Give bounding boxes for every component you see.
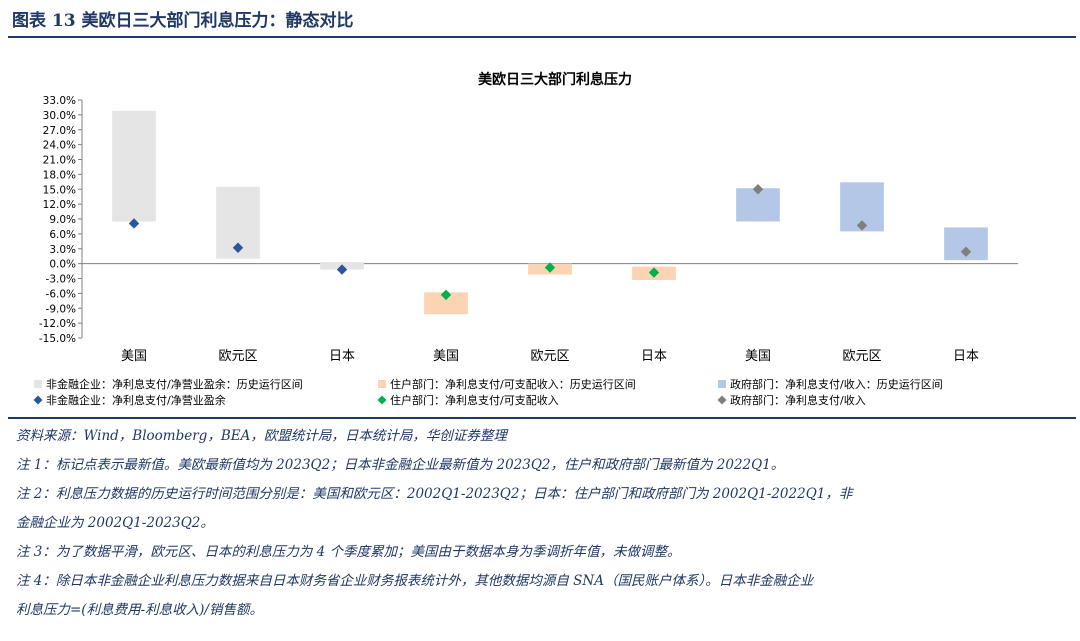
note-1: 注 1：标记点表示最新值。美欧最新值均为 2023Q2；日本非金融企业最新值为 …	[16, 457, 785, 473]
y-tick-label: 27.0%	[43, 125, 76, 137]
legend-label: 非金融企业：净利息支付/净营业盈余：历史运行区间	[46, 377, 303, 391]
chart-area: 美欧日三大部门利息压力 33.0% 30.0% 27.0% 24.0% 21.0% 18.0…	[0, 40, 1080, 415]
note-3: 注 3：为了数据平滑，欧元区、日本的利息压力为 4 个季度累加；美国由于数据本身…	[16, 544, 681, 560]
note-2-line-1: 注 2：利息压力数据的历史运行时间范围分别是：美国和欧元区：2002Q1-202…	[16, 486, 853, 502]
x-category-label: 欧元区	[218, 349, 257, 364]
latest-marker	[336, 264, 348, 275]
latest-marker	[856, 220, 868, 231]
y-tick-label: 0.0%	[49, 259, 76, 271]
y-tick-label: 33.0%	[43, 95, 76, 107]
y-tick-label: -15.0%	[39, 333, 76, 345]
note-2-line-2: 金融企业为 2002Q1-2023Q2。	[16, 515, 214, 531]
x-category-label: 日本	[329, 349, 355, 364]
y-tick-label: 24.0%	[43, 140, 76, 152]
legend-label: 政府部门：净利息支付/收入：历史运行区间	[730, 377, 943, 391]
footer-rule	[8, 417, 1076, 419]
y-tick-label: 15.0%	[43, 184, 76, 196]
latest-marker	[544, 262, 556, 273]
legend-swatch	[718, 380, 726, 388]
latest-marker	[232, 242, 244, 253]
legend-label: 住户部门：净利息支付/可支配收入：历史运行区间	[390, 377, 636, 391]
figure-header: 图表 13 美欧日三大部门利息压力：静态对比	[8, 4, 1074, 36]
latest-marker	[128, 218, 140, 229]
x-category-label: 欧元区	[530, 349, 569, 364]
y-tick-label: 9.0%	[49, 214, 76, 226]
y-tick-label: 3.0%	[49, 244, 76, 256]
y-tick-label: 12.0%	[43, 199, 76, 211]
legend-marker	[33, 395, 43, 405]
x-category-label: 美国	[121, 349, 147, 364]
y-tick-label: -9.0%	[46, 303, 76, 315]
range-bar	[112, 110, 156, 222]
source-note: 资料来源：Wind，Bloomberg，BEA，欧盟统计局，日本统计局，华创证券…	[16, 428, 507, 444]
y-tick-label: -6.0%	[46, 288, 76, 300]
latest-marker	[648, 267, 660, 278]
chart-title: 美欧日三大部门利息压力	[478, 71, 632, 88]
x-category-label: 欧元区	[842, 349, 881, 364]
legend-label: 住户部门：净利息支付/可支配收入	[390, 393, 559, 407]
x-category-label: 美国	[433, 349, 459, 364]
y-tick-label: 30.0%	[43, 110, 76, 122]
latest-marker	[752, 184, 764, 195]
chart-svg: 美欧日三大部门利息压力 33.0% 30.0% 27.0% 24.0% 21.0% 18.0…	[33, 71, 1018, 407]
y-tick-label: 18.0%	[43, 169, 76, 181]
legend-swatch	[34, 380, 42, 388]
y-tick-label: 6.0%	[49, 229, 76, 241]
note-4-line-1: 注 4：除日本非金融企业利息压力数据来自日本财务省企业财务报表统计外，其他数据均…	[16, 573, 814, 589]
x-category-label: 日本	[641, 349, 667, 364]
y-tick-label: 21.0%	[43, 155, 76, 167]
x-category-label: 美国	[745, 349, 771, 364]
legend-label: 政府部门：净利息支付/收入	[730, 393, 866, 407]
notes-block: 资料来源：Wind，Bloomberg，BEA，欧盟统计局，日本统计局，华创证券…	[16, 422, 1068, 625]
range-bar	[424, 292, 468, 315]
legend-marker	[377, 395, 387, 405]
legend-label: 非金融企业：净利息支付/净营业盈余	[46, 393, 226, 407]
x-category-label: 日本	[953, 349, 979, 364]
header-rule	[8, 36, 1076, 38]
latest-marker	[960, 246, 972, 257]
legend-marker	[717, 395, 727, 405]
latest-marker	[440, 289, 452, 301]
legend-swatch	[378, 380, 386, 388]
figure-title: 图表 13 美欧日三大部门利息压力：静态对比	[12, 11, 354, 31]
note-4-line-2: 利息压力=(利息费用-利息收入)/销售额。	[16, 602, 263, 618]
y-tick-label: -3.0%	[46, 274, 76, 286]
y-tick-label: -12.0%	[39, 318, 76, 330]
